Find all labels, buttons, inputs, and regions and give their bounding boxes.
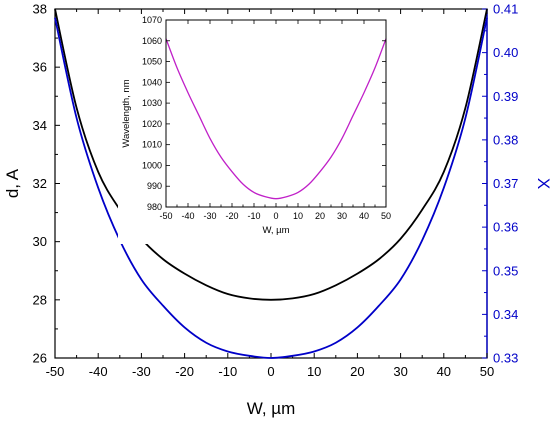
inset-x-tick-label: 30 <box>337 211 347 221</box>
y-tick-label: 32 <box>33 176 47 191</box>
inset-x-tick-label: -50 <box>159 211 172 221</box>
wavelength-curve <box>165 38 387 200</box>
inset-x-axis-title: W, µm <box>262 225 289 236</box>
inset-x-tick-label: 50 <box>381 211 391 221</box>
y-axis-title: d, A <box>3 168 22 198</box>
x-tick-label: -50 <box>46 364 65 379</box>
x-tick-label: 20 <box>350 364 364 379</box>
y-tick-label: 36 <box>33 60 47 75</box>
inset-series <box>165 38 387 200</box>
inset-x-tick-label: 10 <box>293 211 303 221</box>
x-tick-label: 40 <box>437 364 451 379</box>
y2-tick-label: 0.34 <box>493 307 518 322</box>
main-ticks: -50 -40 -30 -20 -10 0 10 20 30 40 5026283032343638… <box>33 2 519 380</box>
y2-tick-label: 0.40 <box>493 45 518 60</box>
inset-x-tick-label: -30 <box>203 211 216 221</box>
inset-y-tick-label: 1020 <box>142 119 162 129</box>
y2-tick-label: 0.33 <box>493 351 518 366</box>
y2-tick-label: 0.41 <box>493 2 518 17</box>
inset-y-tick-label: 1010 <box>142 140 162 150</box>
inset-x-tick-label: -10 <box>247 211 260 221</box>
y2-tick-label: 0.37 <box>493 176 518 191</box>
x-tick-label: -30 <box>132 364 151 379</box>
inset-x-tick-label: -40 <box>181 211 194 221</box>
y-tick-label: 26 <box>33 351 47 366</box>
y-tick-label: 28 <box>33 292 47 307</box>
inset-x-tick-label: 40 <box>359 211 369 221</box>
x-tick-label: -10 <box>218 364 237 379</box>
y-tick-label: 38 <box>33 2 47 17</box>
x-axis-title: W, µm <box>247 399 296 418</box>
y2-tick-label: 0.39 <box>493 89 518 104</box>
inset-x-tick-label: -20 <box>225 211 238 221</box>
inset-ticks: -50 -40 -30 -20 -10 0 10 20 30 40 5098099010001010… <box>142 15 391 221</box>
y2-tick-label: 0.36 <box>493 220 518 235</box>
inset-y-tick-label: 990 <box>147 181 162 191</box>
y2-tick-label: 0.38 <box>493 132 518 147</box>
inset-y-tick-label: 1000 <box>142 160 162 170</box>
inset-y-axis-title: Wavelength, nm <box>121 79 132 147</box>
inset-y-tick-label: 1050 <box>142 57 162 67</box>
x-tick-label: 50 <box>480 364 494 379</box>
x-tick-label: -40 <box>89 364 108 379</box>
inset-y-tick-label: 1060 <box>142 36 162 46</box>
inset-background <box>118 14 394 244</box>
x-tick-label: 10 <box>307 364 321 379</box>
inset-y-tick-label: 1030 <box>142 98 162 108</box>
x-tick-label: 0 <box>267 364 274 379</box>
x-tick-label: -20 <box>175 364 194 379</box>
inset-y-tick-label: 980 <box>147 202 162 212</box>
y-tick-label: 30 <box>33 234 47 249</box>
x-tick-label: 30 <box>393 364 407 379</box>
y2-axis-title: X <box>534 178 550 189</box>
inset-y-tick-label: 1040 <box>142 77 162 87</box>
inset-y-tick-label: 1070 <box>142 15 162 25</box>
inset-x-tick-label: 20 <box>315 211 325 221</box>
y-tick-label: 34 <box>33 118 47 133</box>
inset-x-tick-label: 0 <box>273 211 278 221</box>
y2-tick-label: 0.35 <box>493 263 518 278</box>
